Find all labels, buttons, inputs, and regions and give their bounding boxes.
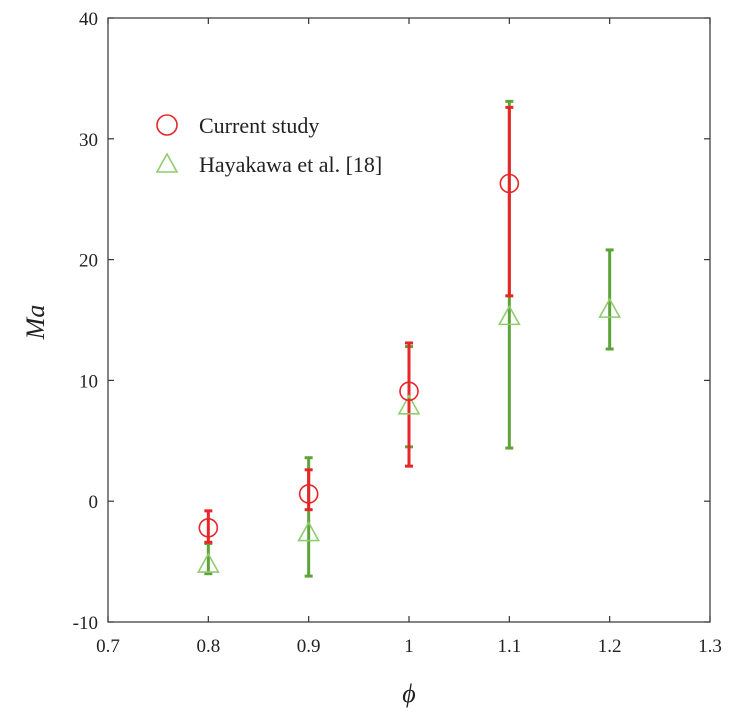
hayakawa-point — [397, 394, 421, 415]
legend-circle-marker — [156, 114, 178, 136]
hayakawa-point — [598, 297, 622, 318]
hayakawa-point — [196, 552, 220, 573]
current-study-point — [499, 173, 520, 194]
x-tick-label: 0.9 — [297, 636, 321, 657]
current-study-point — [198, 517, 219, 538]
axis-ticks — [107, 17, 711, 623]
current-study-point — [399, 381, 419, 402]
x-tick-label: 1 — [404, 636, 414, 657]
y-tick-label: 10 — [79, 371, 98, 392]
x-tick-label: 1.1 — [497, 636, 521, 657]
legend-label-current-study: Current study — [199, 113, 319, 138]
y-tick-label: 30 — [79, 130, 98, 151]
y-axis-title: Ma — [21, 305, 50, 341]
y-tick-label: 40 — [79, 9, 98, 30]
y-tick-label: 0 — [89, 492, 99, 513]
y-tick-label: -10 — [73, 613, 98, 634]
legend-label-hayakawa: Hayakawa et al. [18] — [199, 152, 382, 177]
x-tick-label: 0.7 — [96, 636, 120, 657]
current-study-point — [298, 484, 319, 504]
hayakawa-point — [497, 304, 521, 326]
legend-triangle-marker — [155, 152, 179, 173]
axis-tick-labels: 0.7 0.8 0.9 1 1.1 1.2 1.3 -10 0 10 20 30 40 — [73, 9, 722, 657]
legend: Current study Hayakawa et al. [18] — [155, 113, 382, 177]
x-axis-title: ϕ — [402, 679, 415, 708]
x-tick-label: 1.2 — [598, 636, 622, 657]
x-tick-label: 0.8 — [196, 636, 220, 657]
hayakawa-point — [297, 520, 321, 542]
x-tick-label: 1.3 — [698, 636, 722, 657]
plot-frame — [107, 17, 711, 623]
y-tick-label: 20 — [79, 251, 98, 272]
data-markers — [196, 173, 622, 573]
